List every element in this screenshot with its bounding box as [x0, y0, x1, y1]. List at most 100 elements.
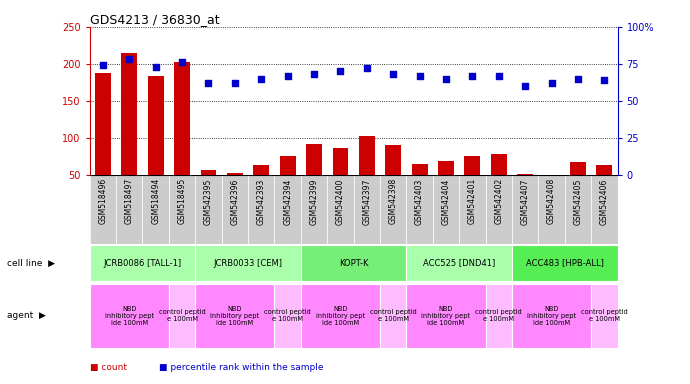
Bar	[512, 175, 538, 244]
Point	[362, 65, 373, 71]
Bar	[275, 283, 301, 348]
Text: control peptid
e 100mM: control peptid e 100mM	[475, 310, 522, 322]
Bar	[518, 174, 533, 212]
Bar	[385, 145, 401, 212]
Bar	[433, 175, 460, 244]
Point	[97, 62, 108, 68]
Bar	[301, 283, 380, 348]
Bar	[116, 175, 143, 244]
Text: JCRB0086 [TALL-1]: JCRB0086 [TALL-1]	[104, 258, 181, 268]
Bar	[333, 148, 348, 212]
Point	[150, 64, 161, 70]
Bar	[301, 245, 406, 281]
Bar	[412, 164, 428, 212]
Point	[520, 83, 531, 89]
Text: control peptid
e 100mM: control peptid e 100mM	[159, 310, 206, 322]
Text: GSM518497: GSM518497	[125, 178, 134, 224]
Bar	[359, 136, 375, 212]
Point	[203, 80, 214, 86]
Bar	[121, 53, 137, 212]
Text: GSM542398: GSM542398	[388, 178, 397, 224]
Bar	[544, 177, 560, 212]
Text: GSM542394: GSM542394	[283, 178, 292, 225]
Point	[256, 76, 267, 82]
Bar	[275, 175, 301, 244]
Bar	[353, 175, 380, 244]
Bar	[195, 283, 275, 348]
Text: control peptid
e 100mM: control peptid e 100mM	[370, 310, 417, 322]
Bar	[248, 175, 275, 244]
Point	[546, 80, 557, 86]
Point	[388, 71, 399, 77]
Text: NBD
inhibitory pept
ide 100mM: NBD inhibitory pept ide 100mM	[210, 306, 259, 326]
Bar	[486, 283, 512, 348]
Bar	[221, 175, 248, 244]
Point	[573, 76, 584, 82]
Point	[599, 77, 610, 83]
Text: JCRB0033 [CEM]: JCRB0033 [CEM]	[214, 258, 283, 268]
Text: NBD
inhibitory pept
ide 100mM: NBD inhibitory pept ide 100mM	[316, 306, 365, 326]
Bar	[406, 175, 433, 244]
Bar	[253, 165, 269, 212]
Bar	[491, 154, 506, 212]
Bar	[486, 175, 512, 244]
Text: GSM542401: GSM542401	[468, 178, 477, 224]
Bar	[143, 175, 169, 244]
Bar	[591, 175, 618, 244]
Point	[308, 71, 319, 77]
Bar	[148, 76, 164, 212]
Bar	[279, 156, 295, 212]
Point	[335, 68, 346, 74]
Text: cell line  ▶: cell line ▶	[7, 258, 55, 268]
Bar	[565, 175, 591, 244]
Point	[282, 73, 293, 79]
Bar	[464, 156, 480, 212]
Text: control peptid
e 100mM: control peptid e 100mM	[264, 310, 311, 322]
Point	[440, 76, 451, 82]
Text: GSM542406: GSM542406	[600, 178, 609, 225]
Text: GSM542403: GSM542403	[415, 178, 424, 225]
Bar	[438, 161, 454, 212]
Bar	[95, 73, 111, 212]
Bar	[201, 170, 217, 212]
Text: ■ percentile rank within the sample: ■ percentile rank within the sample	[159, 364, 323, 372]
Text: GSM542400: GSM542400	[336, 178, 345, 225]
Text: NBD
inhibitory pept
ide 100mM: NBD inhibitory pept ide 100mM	[527, 306, 576, 326]
Bar	[512, 245, 618, 281]
Bar	[195, 245, 301, 281]
Text: GSM542407: GSM542407	[521, 178, 530, 225]
Bar	[596, 165, 612, 212]
Bar	[90, 245, 195, 281]
Text: agent  ▶: agent ▶	[7, 311, 46, 320]
Bar	[406, 283, 486, 348]
Bar	[570, 162, 586, 212]
Point	[493, 73, 504, 79]
Bar	[591, 283, 618, 348]
Bar	[195, 175, 221, 244]
Bar	[512, 283, 591, 348]
Point	[467, 73, 478, 79]
Text: GSM518494: GSM518494	[151, 178, 160, 224]
Point	[124, 56, 135, 63]
Bar	[174, 62, 190, 212]
Text: GSM518495: GSM518495	[177, 178, 186, 224]
Text: GSM542393: GSM542393	[257, 178, 266, 225]
Text: GSM518496: GSM518496	[99, 178, 108, 224]
Text: GSM542408: GSM542408	[547, 178, 556, 224]
Text: GSM542399: GSM542399	[310, 178, 319, 225]
Text: NBD
inhibitory pept
ide 100mM: NBD inhibitory pept ide 100mM	[105, 306, 154, 326]
Text: GSM542395: GSM542395	[204, 178, 213, 225]
Bar	[301, 175, 327, 244]
Text: GSM542396: GSM542396	[230, 178, 239, 225]
Bar	[169, 283, 195, 348]
Text: ■ count: ■ count	[90, 364, 127, 372]
Bar	[90, 283, 169, 348]
Bar	[169, 175, 195, 244]
Bar	[306, 144, 322, 212]
Bar	[460, 175, 486, 244]
Bar	[227, 173, 243, 212]
Text: GSM542402: GSM542402	[494, 178, 503, 224]
Bar	[538, 175, 565, 244]
Text: GSM542397: GSM542397	[362, 178, 371, 225]
Bar	[327, 175, 353, 244]
